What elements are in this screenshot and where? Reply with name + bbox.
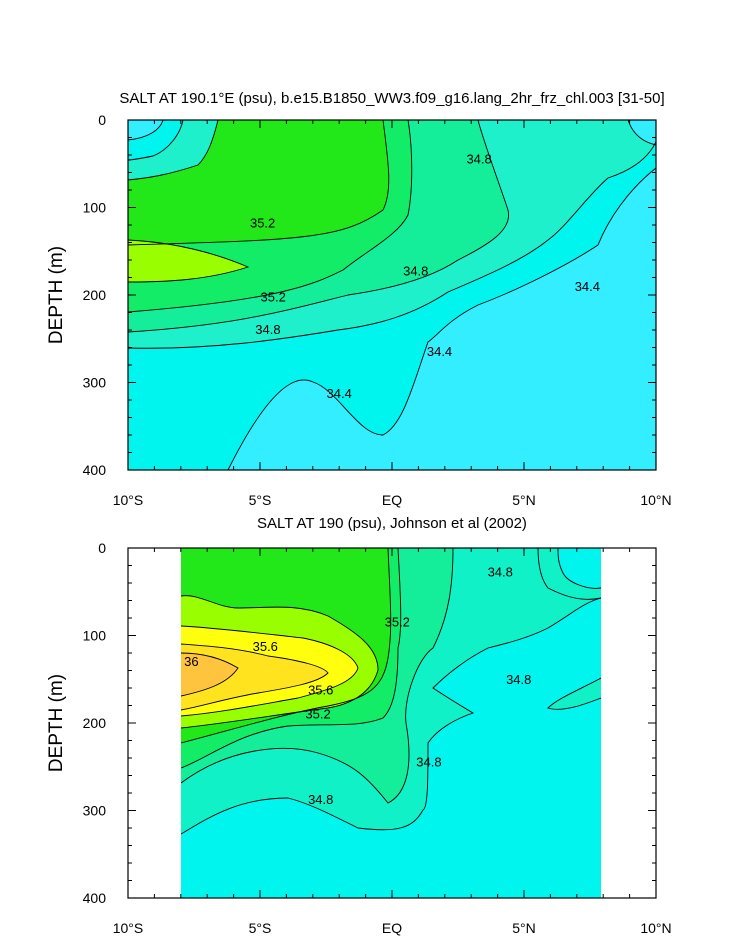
contour-label: 35.6 [253, 639, 278, 654]
contour-label: 35.2 [250, 215, 275, 230]
y-tick-label: 200 [83, 715, 107, 731]
y-axis-label: DEPTH (m) [46, 246, 67, 344]
panel-1: SALT AT 190.1°E (psu), b.e15.B1850_WW3.f… [46, 90, 672, 508]
contour-line [180, 652, 239, 697]
contour-line [128, 120, 510, 333]
contour-line [180, 548, 402, 769]
contour-fill [181, 653, 238, 696]
y-tick-label: 300 [83, 803, 107, 819]
contour-label: 34.4 [327, 386, 352, 401]
contour-line [537, 548, 602, 600]
contour-line [557, 548, 602, 589]
contour-label: 34.8 [416, 754, 441, 769]
contour-label: 34.8 [506, 672, 531, 687]
contour-label: 35.6 [308, 683, 333, 698]
panel-title: SALT AT 190 (psu), Johnson et al (2002) [257, 515, 527, 532]
contour-line [128, 120, 184, 161]
contour-label: 35.2 [385, 614, 410, 629]
y-tick-label: 0 [98, 540, 106, 556]
y-tick-label: 300 [83, 375, 107, 391]
contour-line [227, 167, 656, 470]
x-tick-label: 5°S [249, 920, 272, 936]
contour-plot-area [128, 120, 656, 470]
contour-line [128, 120, 413, 313]
contour-label: 34.4 [427, 344, 452, 359]
contour-line [128, 139, 656, 349]
contour-line [180, 548, 454, 804]
x-tick-label: 10°S [113, 920, 144, 936]
no-data-region [128, 548, 181, 898]
contour-label: 34.8 [308, 792, 333, 807]
y-tick-label: 400 [83, 462, 107, 478]
contour-label: 34.8 [255, 322, 280, 337]
x-tick-label: EQ [382, 492, 402, 508]
panel-2: SALT AT 190 (psu), Johnson et al (2002) 3… [46, 515, 672, 936]
x-tick-label: 10°N [640, 920, 671, 936]
contour-line [128, 120, 164, 141]
panel-title: SALT AT 190.1°E (psu), b.e15.B1850_WW3.f… [119, 90, 664, 107]
x-tick-label: 5°N [512, 920, 536, 936]
contour-label: 35.2 [305, 706, 330, 721]
y-tick-label: 100 [83, 628, 107, 644]
y-axis-label: DEPTH (m) [46, 674, 67, 772]
contour-line [180, 625, 359, 717]
contour-fill [628, 120, 656, 145]
x-tick-label: 5°S [249, 492, 272, 508]
contour-label: 34.8 [466, 151, 491, 166]
contour-line [128, 120, 390, 246]
contour-line [128, 120, 219, 181]
contour-line [128, 239, 250, 283]
contour-fill [558, 548, 601, 589]
contour-label: 34.8 [488, 565, 513, 580]
x-tick-label: 10°N [640, 492, 671, 508]
contour-line [180, 597, 602, 835]
contour-line [180, 643, 329, 711]
contour-label: 36 [184, 654, 198, 669]
contour-plot-area [128, 548, 656, 898]
x-tick-label: 5°N [512, 492, 536, 508]
contour-fill [128, 120, 163, 140]
contour-fill [128, 240, 248, 282]
contour-line [547, 677, 602, 710]
contour-line [180, 548, 392, 744]
contour-label: 34.8 [403, 263, 428, 278]
contour-fill [548, 678, 601, 710]
x-tick-label: 10°S [113, 492, 144, 508]
contour-line [180, 595, 379, 729]
contour-label: 35.2 [261, 290, 286, 305]
no-data-region [603, 548, 656, 898]
y-tick-label: 100 [83, 200, 107, 216]
contour-label: 34.4 [575, 279, 600, 294]
y-tick-label: 200 [83, 287, 107, 303]
y-tick-label: 0 [98, 112, 106, 128]
x-tick-label: EQ [382, 920, 402, 936]
y-tick-label: 400 [83, 890, 107, 906]
